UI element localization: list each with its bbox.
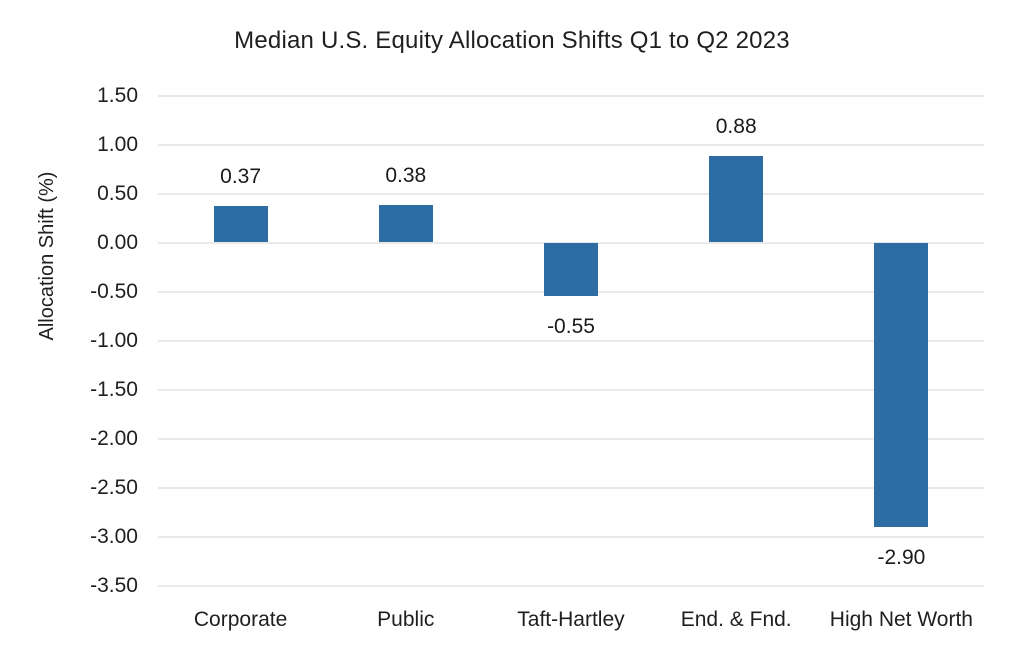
y-axis-tick-label: 1.50 [97, 83, 138, 107]
x-axis-category-label: Corporate [193, 608, 288, 631]
y-axis-tick-label: -1.00 [90, 328, 138, 352]
x-axis-category-label: Taft-Hartley [517, 608, 625, 631]
y-axis-tick-label: 0.00 [97, 230, 138, 254]
gridline [158, 94, 984, 97]
gridline [158, 584, 984, 587]
y-axis-tick-label: -0.50 [90, 279, 138, 303]
bar-value-label: 0.37 [220, 165, 262, 189]
y-axis-tick-label: -2.00 [90, 426, 138, 450]
bar-value-label: 0.38 [385, 164, 427, 188]
bar [378, 205, 433, 243]
gridline [158, 535, 984, 538]
bar-value-label: -0.55 [547, 315, 595, 339]
gridline [158, 339, 984, 342]
gridline [158, 143, 984, 146]
y-axis-tick-label: -1.50 [90, 377, 138, 401]
bar-value-label: -2.90 [877, 545, 926, 569]
gridline [158, 486, 984, 489]
y-axis-title: Allocation Shift (%) [36, 171, 58, 341]
y-axis-tick-label: -3.00 [90, 524, 138, 548]
gridline [158, 437, 984, 440]
bar [874, 242, 929, 527]
y-axis-tick-label: -2.50 [90, 475, 138, 499]
bar [709, 156, 764, 243]
bar [544, 242, 598, 297]
x-axis-category-label: High Net Worth [829, 608, 973, 631]
bar [213, 206, 268, 243]
y-axis-tick-label: 0.50 [97, 181, 138, 205]
y-axis-tick-label: -3.50 [90, 573, 138, 597]
x-axis-category-label: End. & Fnd. [680, 608, 792, 631]
x-axis-category-label: Public [377, 608, 435, 631]
gridline [158, 388, 984, 391]
bar-value-label: 0.88 [715, 115, 757, 139]
y-axis-tick-label: 1.00 [97, 132, 138, 156]
gridline [158, 192, 984, 195]
chart-title: Median U.S. Equity Allocation Shifts Q1 … [234, 27, 790, 54]
